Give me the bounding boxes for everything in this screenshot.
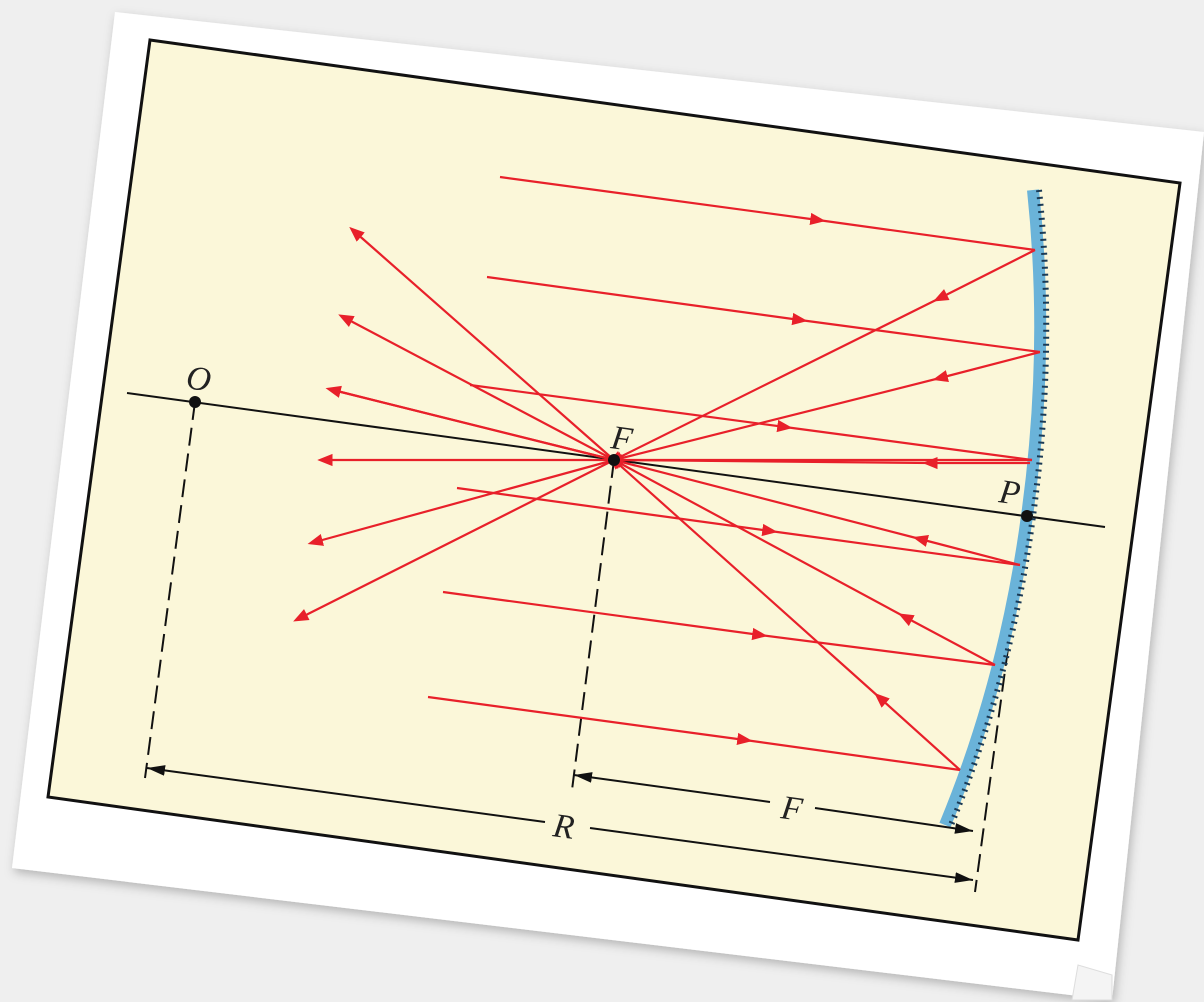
point-o	[189, 396, 201, 408]
rays	[293, 175, 1041, 772]
point-label: P	[996, 473, 1023, 513]
point-p	[1021, 510, 1033, 522]
page-curl	[1071, 964, 1113, 1001]
point-f	[608, 454, 620, 466]
point-label: O	[184, 359, 213, 399]
dimension-label: R	[550, 807, 577, 847]
dimension-lines	[146, 765, 974, 883]
mirror-hatch	[948, 189, 1050, 827]
